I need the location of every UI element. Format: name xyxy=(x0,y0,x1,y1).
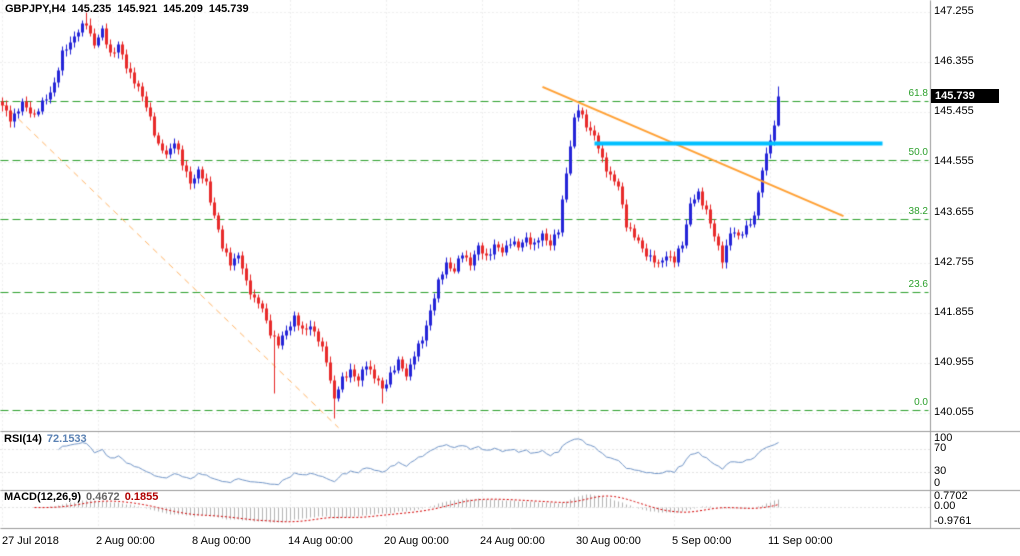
fib-level-label: 38.2 xyxy=(908,206,928,217)
macd-pane-label: MACD(12,26,9) 0.4672 0.1855 xyxy=(4,491,163,503)
low-value: 145.209 xyxy=(163,3,203,15)
rsi-pane-label: RSI(14) 72.1533 xyxy=(4,433,92,445)
time-axis-label: 5 Sep 00:00 xyxy=(672,535,732,547)
macd-scale-label: -0.9761 xyxy=(934,515,972,527)
fib-level-label: 50.0 xyxy=(908,147,928,158)
macd-scale-label: 0.00 xyxy=(934,500,956,512)
macd-scale-label: 0.7702 xyxy=(934,490,968,502)
current-price-tag: 145.739 xyxy=(931,89,999,103)
fib-level-label: 23.6 xyxy=(908,279,928,290)
macd-signal-value: 0.1855 xyxy=(124,491,159,503)
open-value: 145.235 xyxy=(71,3,112,15)
time-axis-label: 24 Aug 00:00 xyxy=(480,535,545,547)
price-axis-label: 140.955 xyxy=(934,356,974,368)
close-value: 145.739 xyxy=(208,3,249,15)
price-axis-label: 143.655 xyxy=(934,206,974,218)
rsi-scale-label: 0 xyxy=(934,477,941,489)
high-value: 145.921 xyxy=(117,3,158,15)
macd-name: MACD(12,26,9) xyxy=(4,491,82,503)
price-axis-label: 142.755 xyxy=(934,256,974,268)
price-axis-label: 144.555 xyxy=(934,155,974,167)
price-axis-label: 140.055 xyxy=(934,406,974,418)
chart-ohlc-header: GBPJPY,H4 145.235 145.921 145.209 145.739 xyxy=(5,3,255,15)
time-axis-label: 27 Jul 2018 xyxy=(2,535,59,547)
rsi-scale-label: 70 xyxy=(934,442,947,454)
time-axis-label: 14 Aug 00:00 xyxy=(288,535,353,547)
price-axis-label: 141.855 xyxy=(934,306,974,318)
fib-level-label: 61.8 xyxy=(908,88,928,99)
fib-level-label: 0.0 xyxy=(914,397,928,408)
time-axis-label: 11 Sep 00:00 xyxy=(768,535,833,547)
macd-main-value: 0.4672 xyxy=(86,491,120,503)
price-axis-label: 145.455 xyxy=(934,105,974,117)
rsi-value: 72.1533 xyxy=(46,433,87,445)
price-axis-label: 147.255 xyxy=(934,5,974,17)
time-axis-label: 20 Aug 00:00 xyxy=(384,535,449,547)
time-axis-label: 2 Aug 00:00 xyxy=(96,535,155,547)
time-axis-label: 30 Aug 00:00 xyxy=(576,535,641,547)
time-axis-label: 8 Aug 00:00 xyxy=(192,535,251,547)
rsi-name: RSI(14) xyxy=(4,433,42,445)
rsi-scale-label: 100 xyxy=(934,432,953,444)
symbol-timeframe-label: GBPJPY,H4 xyxy=(5,3,66,15)
price-axis-label: 146.355 xyxy=(934,55,974,67)
rsi-scale-label: 30 xyxy=(934,465,947,477)
